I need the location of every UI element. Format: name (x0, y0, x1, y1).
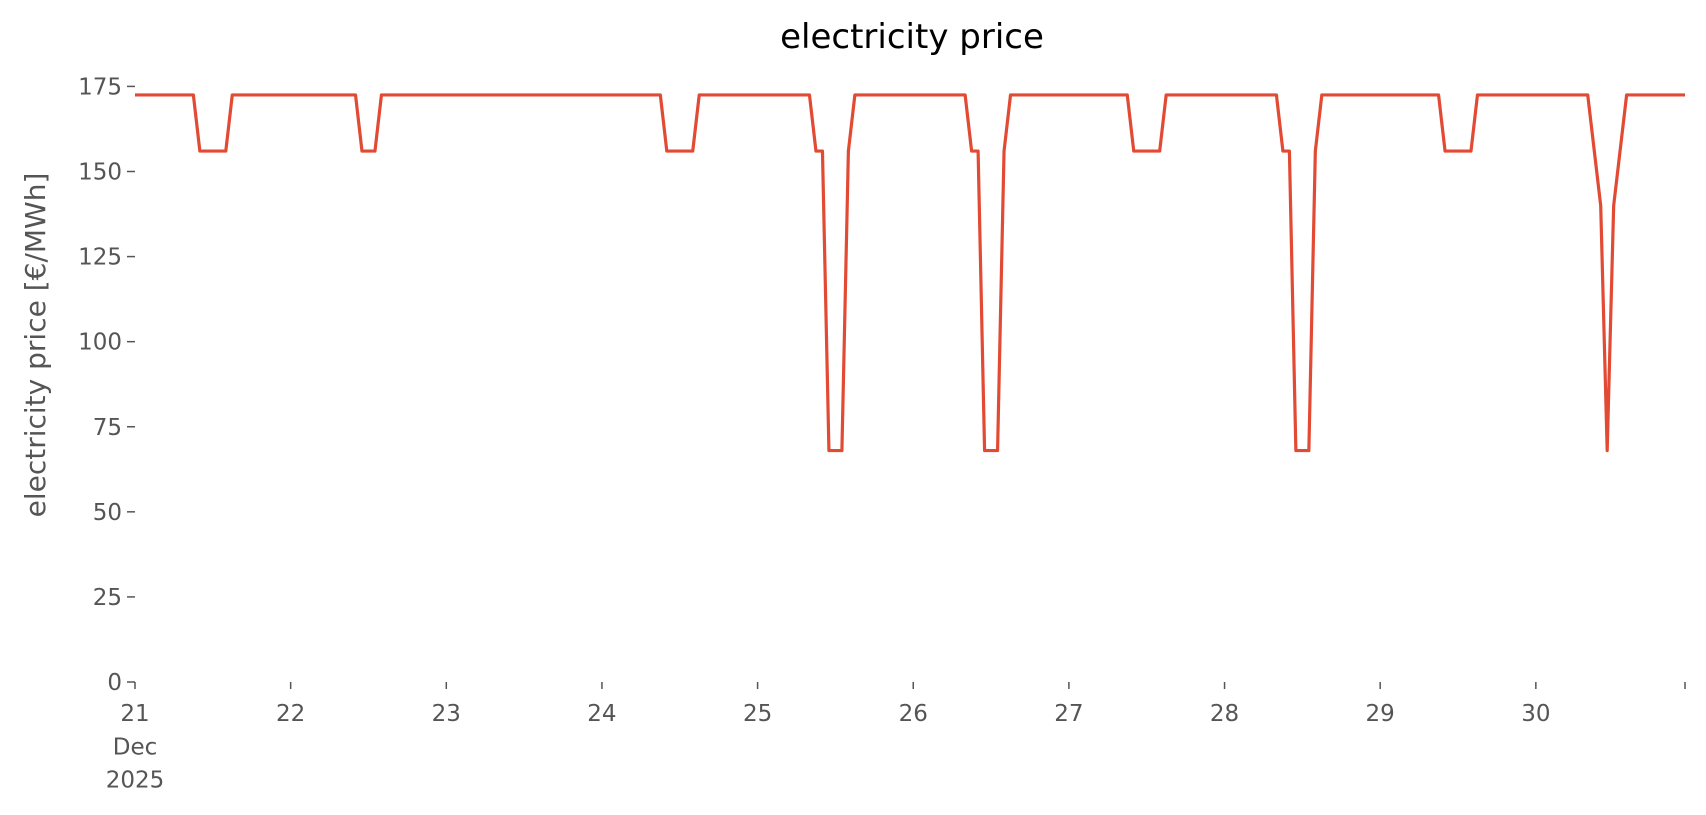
x-tick-label: 30 (1521, 701, 1550, 727)
x-tick-label: 24 (587, 701, 616, 727)
x-tick-label: 23 (432, 701, 461, 727)
y-tick-label: 50 (93, 500, 122, 526)
x-tick-label: 21 Dec 2025 (106, 701, 165, 794)
y-tick-label: 150 (78, 160, 122, 186)
x-tick-label: 22 (276, 701, 305, 727)
y-axis-label: electricity price [€/MWh] (19, 173, 52, 518)
chart-title: electricity price (780, 17, 1044, 57)
y-tick-label: 75 (93, 415, 122, 441)
x-tick-label: 27 (1054, 701, 1083, 727)
x-tick-label: 25 (743, 701, 772, 727)
x-tick-label: 29 (1366, 701, 1395, 727)
y-tick-label: 25 (93, 585, 122, 611)
price-line (135, 93, 1685, 453)
x-tick-label: 26 (899, 701, 928, 727)
y-tick-label: 175 (78, 74, 122, 100)
y-tick-label: 100 (78, 330, 122, 356)
y-tick-label: 0 (107, 670, 122, 696)
y-tick-label: 125 (78, 245, 122, 271)
x-tick-label: 28 (1210, 701, 1239, 727)
